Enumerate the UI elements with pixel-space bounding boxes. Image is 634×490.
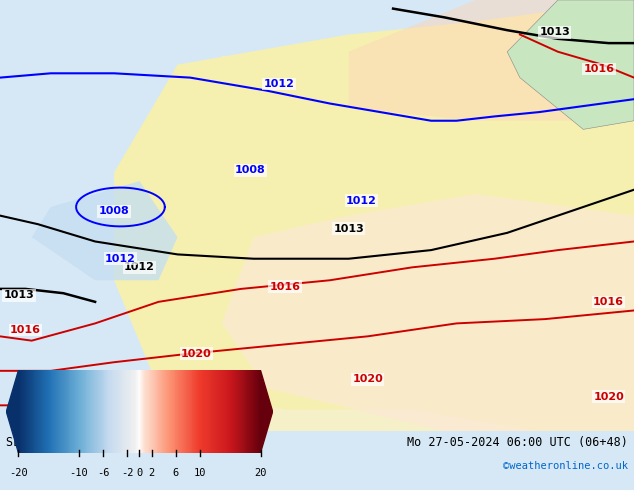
Text: SLP tendency [hPa] ECMWF: SLP tendency [hPa] ECMWF xyxy=(6,436,178,449)
Text: 10: 10 xyxy=(194,468,206,478)
Polygon shape xyxy=(349,0,634,121)
Text: 1020: 1020 xyxy=(181,348,212,359)
Text: 1013: 1013 xyxy=(333,223,364,234)
FancyBboxPatch shape xyxy=(0,0,222,431)
Text: -6: -6 xyxy=(97,468,110,478)
Text: 1016: 1016 xyxy=(584,64,614,74)
Text: 1016: 1016 xyxy=(10,325,41,335)
Text: 6: 6 xyxy=(172,468,179,478)
Text: 1016: 1016 xyxy=(593,297,624,307)
Text: 1012: 1012 xyxy=(264,79,294,89)
Text: 20: 20 xyxy=(254,468,267,478)
Text: ©weatheronline.co.uk: ©weatheronline.co.uk xyxy=(503,462,628,471)
Polygon shape xyxy=(222,194,634,431)
Polygon shape xyxy=(32,181,178,280)
Text: 1012: 1012 xyxy=(124,262,155,272)
Polygon shape xyxy=(114,0,634,431)
Text: 1008: 1008 xyxy=(235,165,266,175)
Text: 1016: 1016 xyxy=(270,282,301,292)
Text: 1012: 1012 xyxy=(346,196,377,205)
Polygon shape xyxy=(261,370,273,453)
Text: Mo 27-05-2024 06:00 UTC (06+48): Mo 27-05-2024 06:00 UTC (06+48) xyxy=(407,436,628,449)
FancyBboxPatch shape xyxy=(101,56,634,440)
Text: -10: -10 xyxy=(70,468,88,478)
Text: 1013: 1013 xyxy=(540,27,570,37)
Polygon shape xyxy=(6,370,18,453)
Text: 1012: 1012 xyxy=(105,254,136,264)
Text: 1024: 1024 xyxy=(86,400,117,410)
Text: 1020: 1020 xyxy=(593,392,624,402)
Text: 1020: 1020 xyxy=(353,374,383,385)
Polygon shape xyxy=(507,0,634,129)
Text: -20: -20 xyxy=(9,468,28,478)
Text: 2: 2 xyxy=(148,468,155,478)
Text: 0: 0 xyxy=(136,468,143,478)
Text: 1013: 1013 xyxy=(4,291,34,300)
Text: -2: -2 xyxy=(121,468,134,478)
Text: 1008: 1008 xyxy=(99,206,129,216)
